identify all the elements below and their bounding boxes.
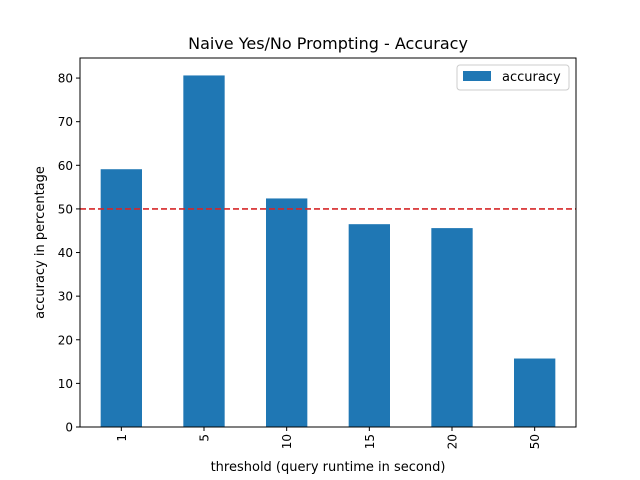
y-tick-label: 80	[58, 72, 73, 86]
y-tick-label: 20	[58, 333, 73, 347]
y-tick-label: 10	[58, 377, 73, 391]
legend-swatch	[463, 71, 491, 81]
bar-5	[183, 75, 225, 427]
x-tick-label: 50	[528, 434, 542, 449]
x-tick-label: 5	[198, 434, 212, 442]
x-axis-label: threshold (query runtime in second)	[211, 460, 446, 475]
bar-20	[431, 228, 473, 427]
bar-50	[514, 358, 556, 427]
x-axis-ticks: 1 5 10 15 20 50	[115, 427, 542, 449]
y-tick-label: 60	[58, 159, 73, 173]
bar-10	[266, 198, 308, 427]
plot-frame	[79, 57, 577, 428]
bar-1	[100, 169, 142, 428]
bar-15	[348, 224, 390, 427]
x-tick-label: 10	[280, 434, 294, 449]
x-tick-label: 1	[115, 434, 129, 442]
y-tick-label: 0	[65, 421, 73, 435]
y-tick-label: 30	[58, 290, 73, 304]
y-axis-ticks: 0 10 20 30 40 50 60 70 80	[58, 72, 80, 435]
y-tick-label: 50	[58, 202, 73, 216]
y-tick-label: 40	[58, 246, 73, 260]
y-tick-label: 70	[58, 115, 73, 129]
legend: accuracy	[456, 64, 570, 91]
chart-title: Naive Yes/No Prompting - Accuracy	[188, 34, 468, 53]
y-axis-label: accuracy in percentage	[33, 166, 48, 319]
x-tick-label: 15	[363, 434, 377, 449]
x-tick-label: 20	[446, 434, 460, 449]
bars-group	[100, 75, 556, 428]
legend-label: accuracy	[502, 70, 561, 85]
